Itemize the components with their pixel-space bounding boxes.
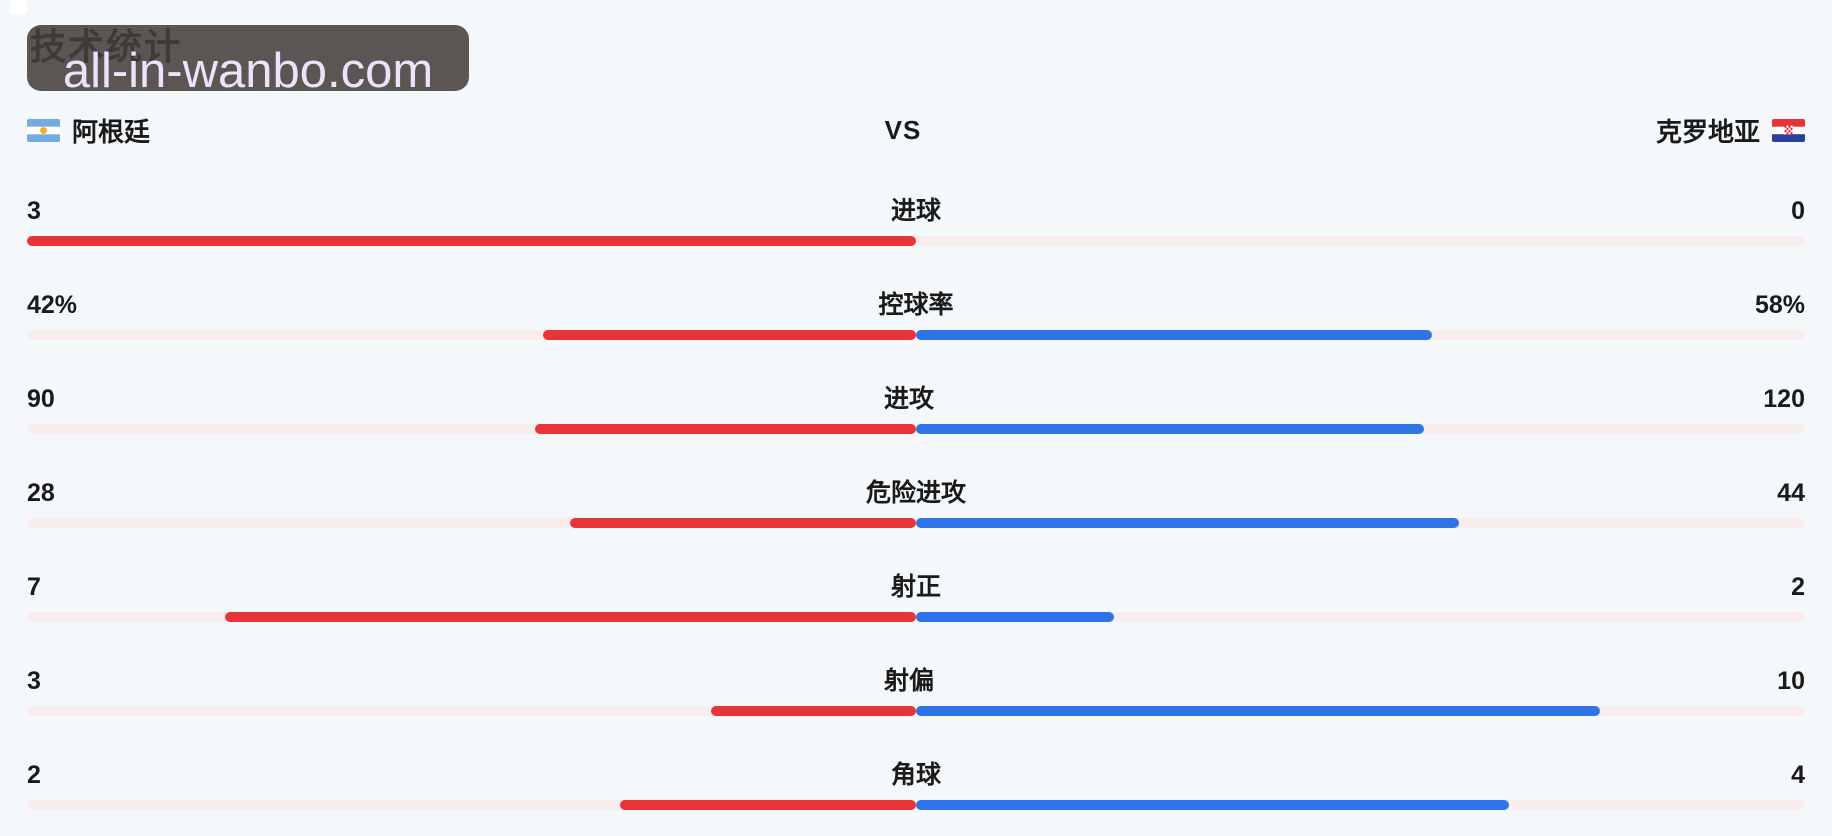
stat-label: 角球 <box>890 761 941 789</box>
stat-bar-track <box>27 518 1805 528</box>
stat-bar-left <box>710 706 916 716</box>
stat-label: 进攻 <box>884 385 935 413</box>
watermark-text: all-in-wanbo.com <box>62 44 434 98</box>
stat-row-header: 2 角球 4 <box>27 760 1805 790</box>
stat-value-left: 42% <box>27 291 78 319</box>
team-left: 阿根廷 <box>27 112 150 149</box>
stat-bar-left <box>570 518 916 528</box>
stat-value-right: 4 <box>1791 761 1805 789</box>
stat-bar-track <box>27 800 1805 810</box>
stat-value-left: 3 <box>27 667 41 695</box>
stats-list: 3 进球 0 42% 控球率 58% 90 进攻 <box>27 196 1805 810</box>
stat-row: 3 进球 0 <box>27 196 1805 246</box>
stat-label: 射正 <box>890 573 941 601</box>
stat-row-header: 90 进攻 120 <box>27 384 1805 414</box>
stat-bar-right <box>916 800 1509 810</box>
stat-label: 危险进攻 <box>865 479 966 507</box>
stat-value-right: 2 <box>1791 573 1805 601</box>
stat-label: 控球率 <box>878 291 954 319</box>
stat-bar-right <box>916 424 1424 434</box>
stat-bar-track <box>27 424 1805 434</box>
stat-row: 90 进攻 120 <box>27 384 1805 434</box>
vs-label: VS <box>884 114 922 145</box>
stat-label: 进球 <box>890 197 941 225</box>
title-area: 技术统计 all-in-wanbo.com <box>27 0 1805 100</box>
croatia-crest <box>1784 125 1793 134</box>
stat-value-left: 7 <box>27 573 41 601</box>
stat-bar-left <box>542 330 916 340</box>
stat-value-right: 0 <box>1791 197 1805 225</box>
stat-row-header: 3 射偏 10 <box>27 666 1805 696</box>
stat-bar-right <box>916 330 1432 340</box>
stat-bar-track <box>27 236 1805 246</box>
stat-label: 射偏 <box>884 667 935 695</box>
stat-row: 7 射正 2 <box>27 572 1805 622</box>
stat-bar-right <box>916 518 1460 528</box>
stat-row: 42% 控球率 58% <box>27 290 1805 340</box>
stat-value-left: 28 <box>27 479 55 507</box>
stat-row: 28 危险进攻 44 <box>27 478 1805 528</box>
team-left-name: 阿根廷 <box>72 116 151 147</box>
watermark-banner: all-in-wanbo.com <box>27 25 469 97</box>
stat-bar-track <box>27 330 1805 340</box>
argentina-flag-icon <box>27 118 60 142</box>
stat-bar-track <box>27 706 1805 716</box>
stat-bar-right <box>916 612 1114 622</box>
team-right: 克罗地亚 <box>1656 112 1805 149</box>
stat-bar-left <box>535 424 916 434</box>
stat-row-header: 3 进球 0 <box>27 196 1805 226</box>
team-header: 阿根廷 VS 克罗地亚 <box>27 112 1805 148</box>
stat-bar-left <box>27 236 916 246</box>
stat-value-right: 120 <box>1763 385 1805 413</box>
stat-bar-left <box>224 612 916 622</box>
stat-value-left: 3 <box>27 197 41 225</box>
stats-page: 技术统计 all-in-wanbo.com 阿根廷 VS 克罗地亚 <box>27 0 1805 810</box>
stat-value-right: 58% <box>1754 291 1805 319</box>
stat-row-header: 28 危险进攻 44 <box>27 478 1805 508</box>
stat-value-right: 10 <box>1777 667 1805 695</box>
stat-bar-track <box>27 612 1805 622</box>
stat-row: 3 射偏 10 <box>27 666 1805 716</box>
stat-row-header: 7 射正 2 <box>27 572 1805 602</box>
stat-value-left: 90 <box>27 385 55 413</box>
stat-bar-left <box>619 800 916 810</box>
stat-row-header: 42% 控球率 58% <box>27 290 1805 320</box>
stat-value-right: 44 <box>1777 479 1805 507</box>
team-right-name: 克罗地亚 <box>1655 116 1760 147</box>
stat-row: 2 角球 4 <box>27 760 1805 810</box>
corner-artifact <box>10 0 27 14</box>
croatia-flag-icon <box>1772 118 1805 142</box>
stat-value-left: 2 <box>27 761 41 789</box>
stat-bar-right <box>916 706 1600 716</box>
